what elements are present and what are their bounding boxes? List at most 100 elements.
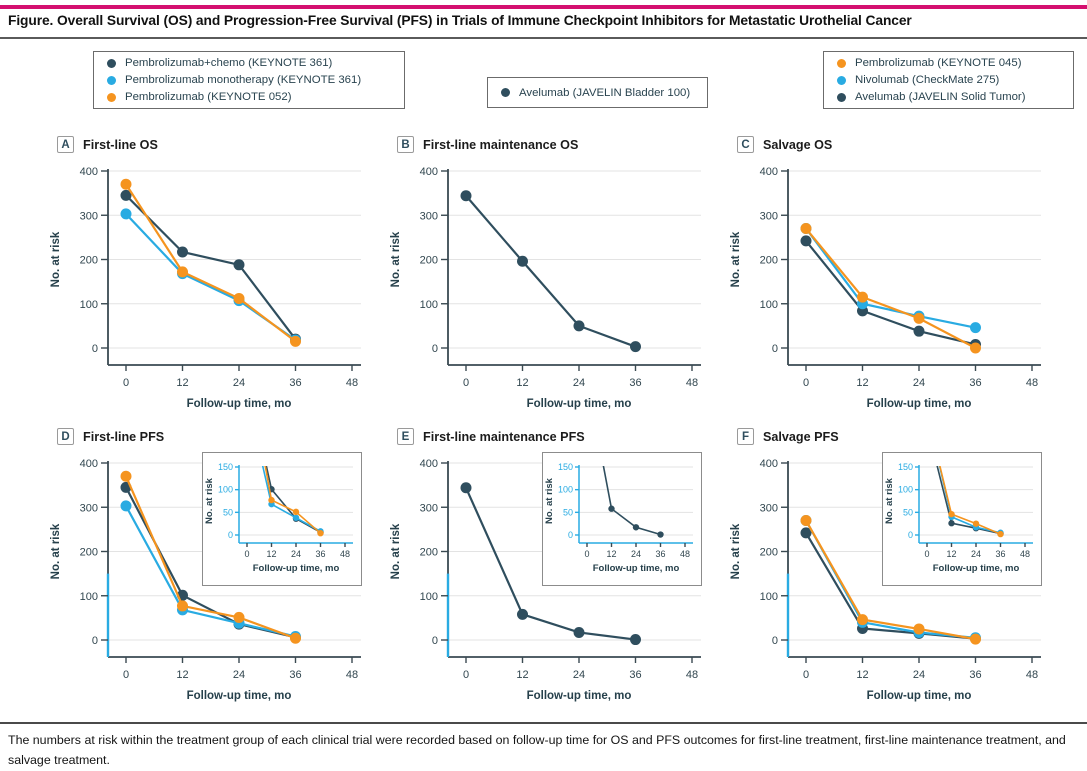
data-point-navy [629, 634, 641, 646]
y-tick-label: 300 [760, 210, 778, 222]
y-tick-label: 100 [80, 299, 98, 311]
panel-title: Salvage OS [763, 137, 833, 152]
x-tick-label: 0 [463, 377, 469, 389]
x-tick-label: 36 [629, 669, 641, 681]
series-dot-icon [837, 58, 846, 68]
y-tick-label: 100 [218, 485, 233, 495]
series-line-navy [265, 466, 321, 533]
x-tick-label: 36 [995, 549, 1005, 559]
series-dot-icon [107, 92, 116, 102]
data-point-navy [629, 341, 641, 353]
legend-salvage: Pembrolizumab (KEYNOTE 045) Nivolumab (C… [823, 51, 1074, 109]
y-tick-label: 400 [760, 458, 778, 470]
data-point-orange [289, 632, 301, 644]
panel-letter: A [57, 136, 74, 153]
x-tick-label: 48 [686, 377, 698, 389]
x-tick-label: 24 [233, 377, 245, 389]
panel-title: Salvage PFS [763, 429, 839, 444]
data-point-blue [120, 208, 132, 220]
figure-footnote: The numbers at risk within the treatment… [8, 733, 1066, 767]
x-tick-label: 0 [244, 549, 249, 559]
panel-letter: C [737, 136, 754, 153]
data-point-navy [800, 235, 812, 247]
x-tick-label: 24 [233, 669, 245, 681]
panel-header: A First-line OS [57, 135, 158, 154]
data-point-orange [233, 611, 245, 623]
y-tick-label: 100 [420, 591, 438, 603]
y-axis-label: No. at risk [50, 231, 62, 287]
x-tick-label: 0 [123, 669, 129, 681]
series-line-blue [805, 227, 976, 329]
x-tick-label: 12 [176, 377, 188, 389]
panel-header: D First-line PFS [57, 427, 164, 446]
legend-maintenance: Avelumab (JAVELIN Bladder 100) [487, 77, 708, 108]
x-tick-label: 12 [516, 669, 528, 681]
x-tick-label: 24 [913, 669, 925, 681]
legend-item: Avelumab (JAVELIN Bladder 100) [488, 84, 707, 101]
data-point-orange [856, 291, 868, 303]
x-axis-label: Follow-up time, mo [527, 398, 632, 410]
data-point-navy [460, 482, 472, 494]
series-dot-icon [501, 88, 510, 97]
series-line-navy [602, 466, 661, 536]
y-tick-label: 100 [898, 485, 913, 495]
data-point-orange [120, 178, 132, 190]
y-tick-label: 150 [558, 462, 573, 472]
data-point-orange [176, 600, 188, 612]
x-tick-label: 24 [291, 549, 301, 559]
data-point-orange [913, 623, 925, 635]
y-tick-label: 100 [80, 591, 98, 603]
x-tick-label: 48 [346, 669, 358, 681]
x-tick-label: 36 [289, 669, 301, 681]
series-line-blue [125, 505, 296, 638]
legend-label: Avelumab (JAVELIN Bladder 100) [519, 86, 691, 99]
x-axis-label: Follow-up time, mo [187, 398, 292, 410]
footnote-divider [0, 722, 1087, 724]
y-tick-label: 0 [772, 635, 778, 647]
inset-zoom-box: 0 50 100 150 0 12 24 36 48 Follow-up time, mo No. … [882, 452, 1042, 586]
data-point-navy [913, 325, 925, 337]
x-tick-label: 12 [606, 549, 616, 559]
data-point-orange [120, 470, 132, 482]
data-point-navy [176, 246, 188, 258]
data-point-navy [800, 527, 812, 539]
x-tick-label: 48 [680, 549, 690, 559]
y-tick-label: 100 [558, 485, 573, 495]
x-tick-label: 36 [969, 669, 981, 681]
data-point-orange [268, 496, 275, 504]
data-point-navy [573, 320, 585, 332]
series-line-orange [124, 475, 296, 640]
legend-item: Pembrolizumab (KEYNOTE 045) [824, 55, 1073, 72]
series-group [602, 466, 664, 538]
title-divider [0, 37, 1087, 39]
y-tick-label: 0 [432, 343, 438, 355]
panel-c-salvage-os: C Salvage OS 0 100 200 300 400 0 12 24 36 48 Follo… [710, 135, 1050, 425]
legend-first-line: Pembrolizumab+chemo (KEYNOTE 361) Pembro… [93, 51, 405, 109]
data-point-orange [969, 342, 981, 354]
series-line-navy [805, 240, 976, 346]
data-point-navy [120, 189, 132, 201]
legend-label: Nivolumab (CheckMate 275) [855, 74, 1000, 86]
data-point-orange [317, 529, 324, 537]
data-point-orange [948, 510, 955, 518]
series-line-blue [938, 466, 1001, 534]
y-tick-label: 0 [908, 530, 913, 540]
panel-title: First-line OS [83, 137, 158, 152]
x-tick-label: 12 [856, 377, 868, 389]
series-line-orange [805, 227, 977, 349]
x-axis-label: Follow-up time, mo [187, 690, 292, 702]
y-axis-label: No. at risk [50, 523, 62, 579]
data-point-navy [948, 520, 955, 527]
x-tick-label: 48 [1020, 549, 1030, 559]
y-tick-label: 200 [420, 547, 438, 559]
series-line-navy [465, 195, 636, 348]
series-line-navy [464, 487, 636, 641]
x-axis-label: Follow-up time, mo [527, 690, 632, 702]
y-tick-label: 100 [760, 591, 778, 603]
y-axis-label: No. at risk [390, 523, 402, 579]
series-line-blue [261, 466, 321, 533]
chart-first-line-os: 0 100 200 300 400 0 12 24 36 48 Follow-up time, mo… [50, 166, 361, 410]
